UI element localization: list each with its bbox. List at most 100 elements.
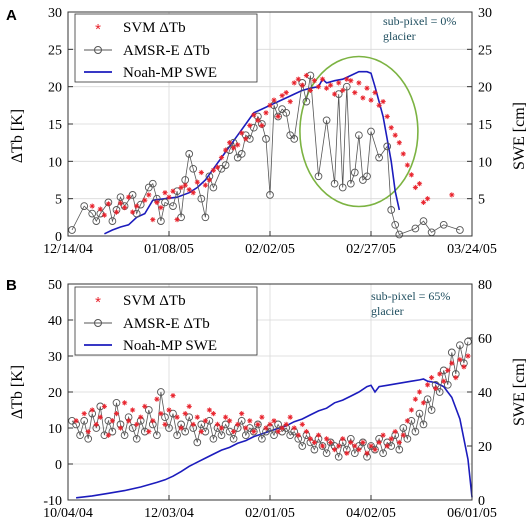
amsr-point xyxy=(197,420,206,429)
y-tick-label-left: 5 xyxy=(55,193,62,208)
svm-point xyxy=(182,411,188,417)
svm-point xyxy=(376,102,382,108)
svm-point xyxy=(218,155,225,161)
y-tick-label-left: 20 xyxy=(48,386,62,401)
amsr-point xyxy=(350,168,359,177)
y-tick-label-right: 40 xyxy=(478,386,492,401)
panel-b-amsr-series xyxy=(68,337,472,461)
amsr-point xyxy=(108,427,117,436)
amsr-point xyxy=(423,395,432,404)
svm-point xyxy=(206,177,212,183)
svm-point xyxy=(154,199,160,205)
svm-point xyxy=(182,182,188,188)
y-tick-label-right: 5 xyxy=(478,193,485,208)
svm-point xyxy=(255,117,261,123)
amsr-point xyxy=(322,449,331,458)
amsr-point xyxy=(76,431,84,440)
svm-point xyxy=(295,76,301,82)
panel-a-legend-box xyxy=(74,13,258,83)
amsr-point xyxy=(148,179,157,188)
svm-point xyxy=(186,403,192,409)
amsr-point xyxy=(258,434,266,443)
amsr-point xyxy=(274,420,282,429)
svm-point xyxy=(457,357,463,363)
panel-b-legend-amsr-marker xyxy=(94,319,102,327)
svm-point xyxy=(303,429,309,435)
amsr-point xyxy=(447,348,456,357)
svm-point xyxy=(461,364,467,370)
panel-a-svm-series xyxy=(89,72,455,223)
amsr-point xyxy=(128,191,137,199)
amsr-point xyxy=(249,123,258,132)
amsr-point xyxy=(254,420,262,429)
amsr-point xyxy=(330,179,339,188)
panel-a-amsr-series xyxy=(68,71,464,239)
amsr-point xyxy=(165,424,173,432)
amsr-point xyxy=(403,434,412,443)
svm-point xyxy=(117,200,124,206)
y-tick-label-right: 10 xyxy=(478,155,492,170)
y-tick-label-right: 60 xyxy=(478,332,492,347)
svm-point xyxy=(186,187,192,193)
svm-point xyxy=(206,407,212,413)
amsr-point xyxy=(298,442,307,450)
panel-b-right-axis-ticks: 0 20 40 60 80 xyxy=(467,278,492,509)
y-tick-label-left: 0 xyxy=(55,230,62,245)
amsr-point xyxy=(132,209,141,218)
svm-point xyxy=(348,439,354,445)
x-tick-label: 04/02/05 xyxy=(346,506,396,521)
svm-point xyxy=(465,353,471,359)
y-tick-label-right: 20 xyxy=(478,440,492,455)
amsr-point xyxy=(419,217,428,225)
svm-point xyxy=(429,375,435,381)
amsr-point xyxy=(120,431,129,440)
panel-a-left-axis-label: ΔTb [K] xyxy=(9,109,26,163)
amsr-point xyxy=(237,150,246,158)
amsr-point xyxy=(229,434,238,443)
svm-point xyxy=(336,80,342,86)
svm-point xyxy=(138,414,144,420)
amsr-point xyxy=(132,434,141,443)
amsr-point xyxy=(201,213,210,222)
svm-point xyxy=(412,396,418,402)
svm-point xyxy=(376,439,382,445)
svm-point xyxy=(396,140,402,146)
svm-point xyxy=(372,447,378,453)
y-tick-label-right: 25 xyxy=(478,43,492,58)
svm-point xyxy=(328,439,334,445)
svm-point xyxy=(380,98,386,105)
svm-point xyxy=(404,162,410,168)
amsr-point xyxy=(112,398,121,407)
svm-point xyxy=(255,421,261,427)
panel-b-annotation-line2: glacier xyxy=(371,304,404,318)
svm-point xyxy=(239,411,245,417)
svm-point xyxy=(214,421,221,427)
svm-point xyxy=(267,421,273,427)
melt-period-ellipse xyxy=(299,55,419,208)
svm-point xyxy=(146,192,152,198)
amsr-point xyxy=(80,416,89,425)
amsr-point xyxy=(456,226,464,234)
svm-point xyxy=(271,97,277,103)
panel-a-right-axis-label: SWE [cm] xyxy=(511,102,528,170)
svm-point xyxy=(146,429,152,435)
svm-point xyxy=(324,436,330,442)
svm-point xyxy=(142,403,148,409)
panel-a-legend-svm-marker: * xyxy=(95,21,101,38)
svm-point xyxy=(89,203,95,209)
svm-point xyxy=(251,429,257,435)
svm-point xyxy=(352,443,358,449)
y-tick-label-left: 10 xyxy=(48,422,62,437)
amsr-point xyxy=(173,431,181,440)
svm-point xyxy=(445,367,451,373)
amsr-point xyxy=(395,445,404,454)
svm-point xyxy=(283,421,289,427)
svm-point xyxy=(223,414,229,420)
svm-point xyxy=(425,382,431,388)
svm-point xyxy=(360,95,366,101)
svm-point xyxy=(263,110,269,116)
amsr-line xyxy=(71,75,461,236)
amsr-point xyxy=(411,224,420,233)
svm-point xyxy=(360,439,366,445)
amsr-point xyxy=(185,150,194,158)
